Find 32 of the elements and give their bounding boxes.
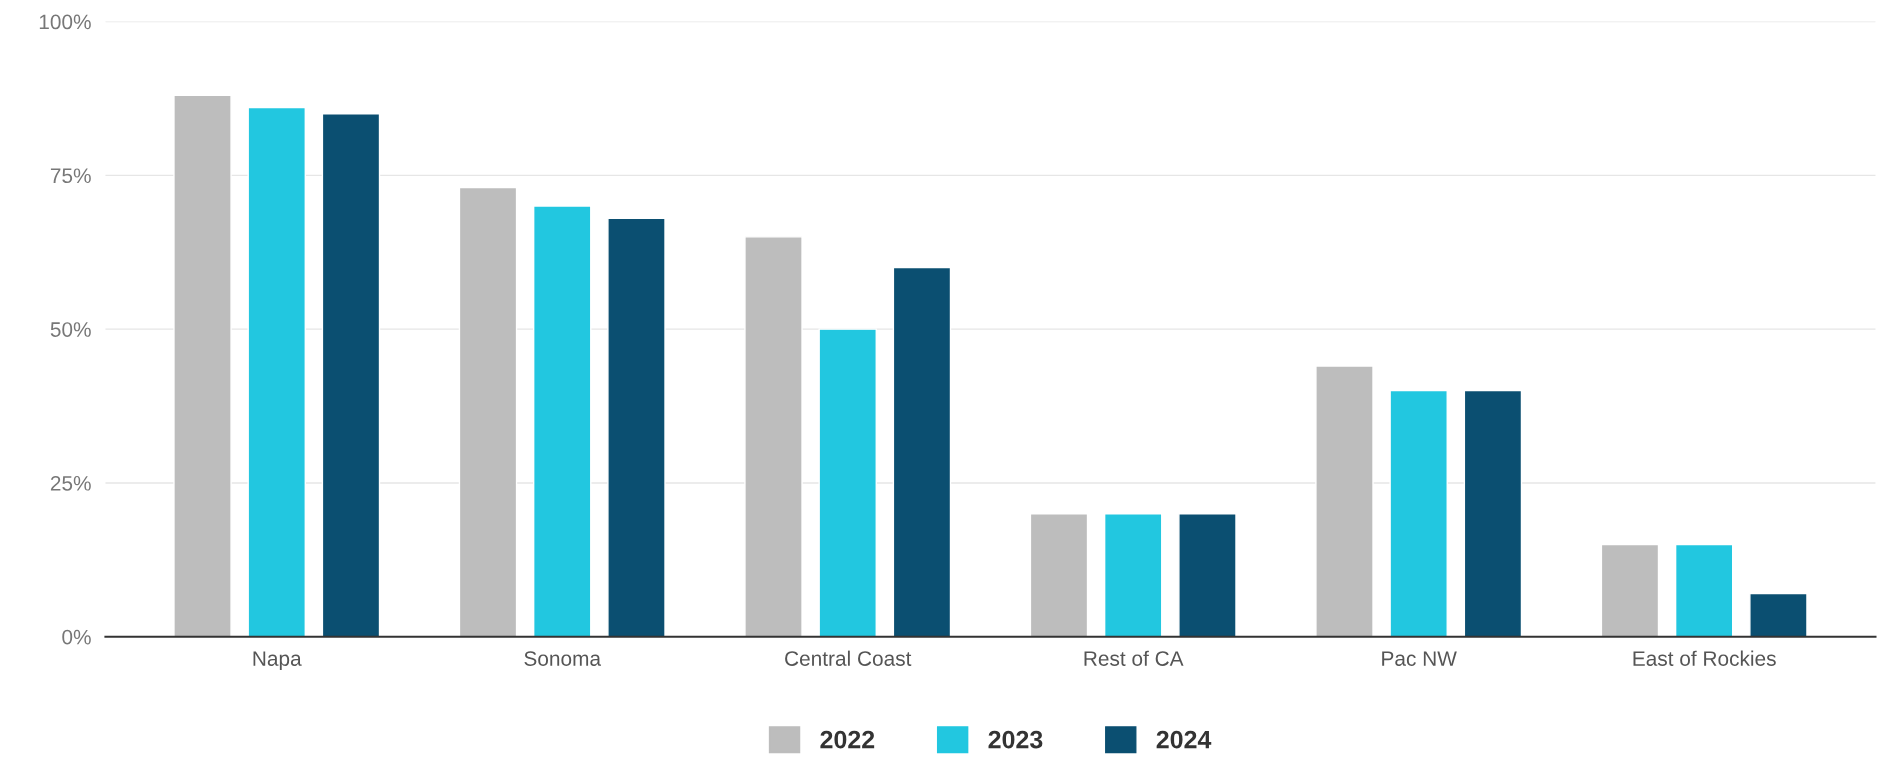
bar xyxy=(321,113,381,637)
bar xyxy=(532,205,592,637)
legend-label: 2022 xyxy=(820,730,875,749)
x-tick-label: Pac NW xyxy=(1382,651,1457,666)
bar xyxy=(892,266,952,637)
legend-label: 2024 xyxy=(1156,730,1212,749)
x-tick-label: Central Coast xyxy=(785,650,912,666)
bar xyxy=(1674,543,1734,637)
bar xyxy=(1463,389,1523,637)
bar xyxy=(744,236,803,637)
y-tick-label: 75% xyxy=(50,168,91,184)
x-tick-label: Napa xyxy=(253,651,302,671)
bar xyxy=(1178,512,1237,637)
bar xyxy=(458,186,518,637)
y-tick-label: 100% xyxy=(39,14,91,30)
bar xyxy=(1103,512,1163,637)
bar xyxy=(1749,592,1808,637)
bar xyxy=(1315,365,1374,637)
y-tick-label: 50% xyxy=(50,322,91,337)
x-tick-label: Rest of CA xyxy=(1084,650,1184,666)
y-tick-label: 25% xyxy=(50,475,91,491)
bar xyxy=(247,106,306,637)
legend-label: 2023 xyxy=(988,730,1043,749)
bar xyxy=(1389,389,1448,637)
bar xyxy=(1600,543,1660,637)
x-tick-label: Sonoma xyxy=(524,651,602,666)
y-tick-label: 0% xyxy=(62,629,91,645)
bar xyxy=(173,94,232,637)
bar xyxy=(818,328,877,637)
bar xyxy=(607,217,666,637)
bar xyxy=(1029,512,1089,637)
x-tick-label: East of Rockies xyxy=(1633,650,1776,666)
